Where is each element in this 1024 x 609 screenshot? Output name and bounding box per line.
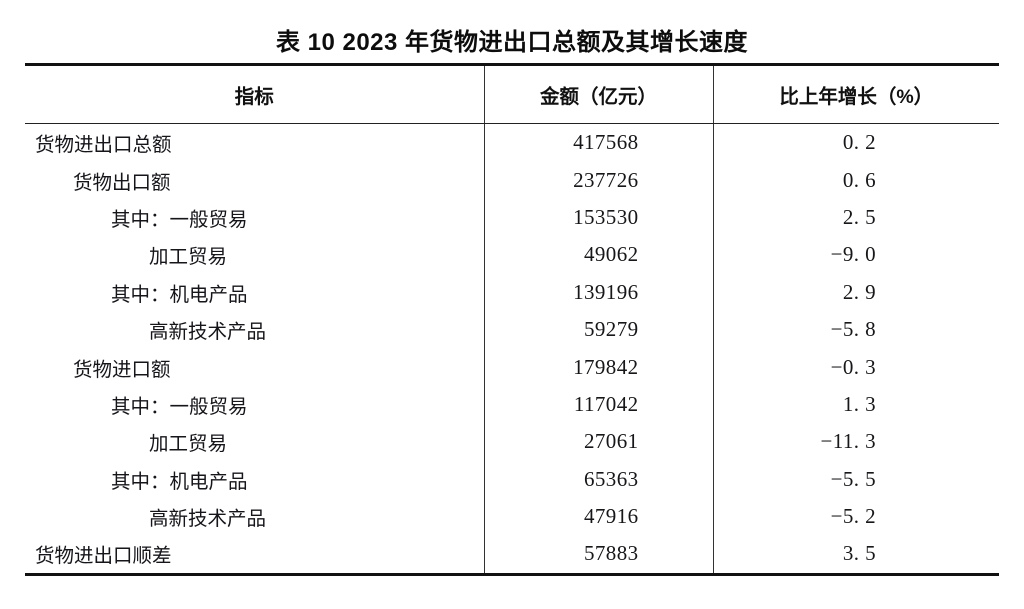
row-label: 货物出口额: [73, 171, 171, 194]
row-amount-value: 237726: [483, 161, 713, 199]
table-row: 货物进出口总额 417568 0. 2: [25, 123, 999, 162]
row-label: 其中：机电产品: [111, 283, 248, 306]
row-label: 高新技术产品: [149, 321, 267, 344]
row-growth-value: −5. 2: [712, 497, 999, 536]
row-growth-value: 2. 9: [712, 273, 999, 311]
table-row: 高新技术产品 59279 −5. 8: [25, 310, 999, 349]
row-growth-value: −9. 0: [712, 236, 999, 274]
table-row: 高新技术产品 47916 −5. 2: [25, 497, 999, 536]
data-table-container: 指标 金额（亿元） 比上年增长（%） 货物进出口总额 417568 0. 2 货物出口…: [25, 63, 999, 576]
table-body: 货物进出口总额 417568 0. 2 货物出口额 237726 0. 6 其中：一般贸易 1…: [25, 123, 999, 573]
row-amount-value: 57883: [483, 535, 713, 573]
row-label: 货物进出口总额: [35, 134, 172, 157]
row-amount-value: 417568: [483, 123, 713, 162]
column-header-indicator: 指标: [25, 66, 484, 124]
row-amount-value: 153530: [483, 198, 713, 237]
row-label: 货物进出口顺差: [35, 545, 172, 568]
page-title: 表 10 2023 年货物进出口总额及其增长速度: [275, 29, 749, 56]
row-growth-value: −11. 3: [712, 423, 999, 461]
row-amount-value: 117042: [483, 385, 713, 424]
row-growth-value: 3. 5: [712, 535, 999, 573]
row-label: 高新技术产品: [149, 508, 267, 531]
row-growth-value: −5. 8: [712, 310, 999, 349]
row-amount-value: 49062: [483, 236, 713, 274]
row-growth-value: 0. 6: [712, 161, 999, 199]
row-label: 加工贸易: [149, 246, 228, 269]
table-header: 指标 金额（亿元） 比上年增长（%）: [25, 66, 999, 124]
table-header-row: 指标 金额（亿元） 比上年增长（%）: [25, 66, 999, 124]
row-amount-value: 139196: [483, 273, 713, 311]
row-label: 货物进口额: [73, 358, 171, 381]
row-amount-value: 179842: [483, 348, 713, 386]
column-header-growth: 比上年增长（%）: [712, 66, 999, 124]
column-header-amount: 金额（亿元）: [483, 66, 713, 124]
row-amount-value: 59279: [483, 310, 713, 349]
row-label: 其中：一般贸易: [111, 208, 248, 231]
row-growth-value: −0. 3: [712, 348, 999, 386]
table-row: 加工贸易 49062 −9. 0: [25, 236, 999, 274]
row-amount-value: 47916: [483, 497, 713, 536]
row-growth-value: 1. 3: [712, 385, 999, 424]
table-row: 其中：一般贸易 117042 1. 3: [25, 385, 999, 424]
row-label: 其中：机电产品: [111, 470, 248, 493]
table-row: 货物进出口顺差 57883 3. 5: [25, 535, 999, 573]
row-amount-value: 27061: [483, 423, 713, 461]
row-label: 加工贸易: [149, 433, 228, 456]
row-growth-value: 0. 2: [712, 123, 999, 162]
table-row: 其中：机电产品 65363 −5. 5: [25, 460, 999, 498]
table-row: 其中：一般贸易 153530 2. 5: [25, 198, 999, 237]
row-growth-value: 2. 5: [712, 198, 999, 237]
row-growth-value: −5. 5: [712, 460, 999, 498]
table-row: 货物出口额 237726 0. 6: [25, 161, 999, 199]
row-amount-value: 65363: [483, 460, 713, 498]
table-row: 货物进口额 179842 −0. 3: [25, 348, 999, 386]
table-row: 其中：机电产品 139196 2. 9: [25, 273, 999, 311]
data-table: 指标 金额（亿元） 比上年增长（%） 货物进出口总额 417568 0. 2 货物出口…: [25, 66, 999, 573]
row-label: 其中：一般贸易: [111, 395, 248, 418]
table-row: 加工贸易 27061 −11. 3: [25, 423, 999, 461]
